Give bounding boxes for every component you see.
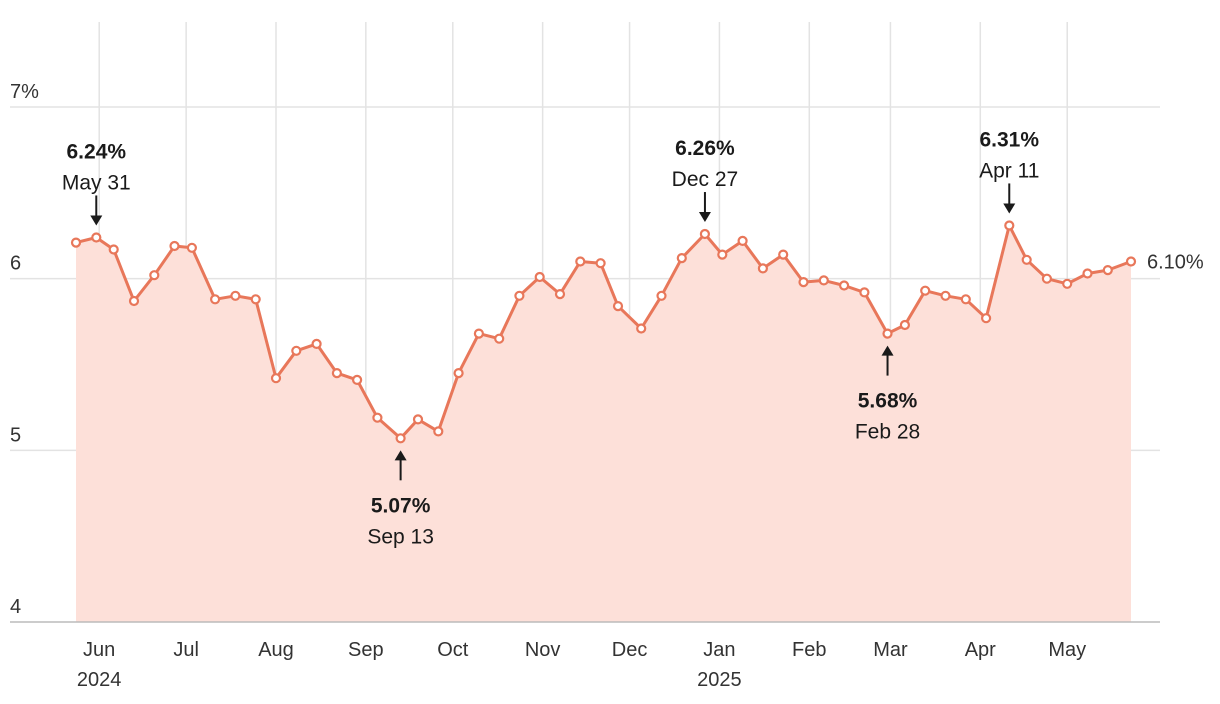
axis-layer: 7% 6 5 4 Jun 2024 Jul Aug Sep Oct Nov Dec Jan 2025 Feb…: [10, 81, 1160, 691]
data-point: [859, 287, 870, 298]
x-tick-label: Oct: [437, 639, 469, 661]
data-point: [311, 338, 322, 349]
data-point: [412, 414, 424, 425]
data-point: [291, 345, 302, 356]
data-point: [70, 237, 82, 248]
x-tick-label: Nov: [525, 639, 561, 661]
annotation-date: May 31: [62, 171, 131, 194]
data-point: [514, 290, 525, 301]
data-point: [352, 374, 363, 385]
annotation: 5.07% Sep 13: [367, 450, 434, 548]
data-point: [395, 433, 406, 444]
annotation-date: Sep 13: [367, 525, 434, 548]
data-point: [1062, 278, 1073, 289]
data-point: [169, 240, 180, 252]
x-tick-label: Dec: [612, 639, 648, 661]
x-tick-label: Feb: [792, 639, 826, 661]
data-point: [453, 368, 464, 379]
data-point: [186, 242, 197, 253]
end-value-label: 6.10%: [1147, 252, 1204, 274]
data-point: [798, 277, 809, 288]
annotation-layer: 6.10% 6.24% May 31 5.07% Sep 13 6.26% Dec 27 5.…: [62, 128, 1204, 548]
data-point: [960, 294, 971, 305]
data-point: [920, 285, 931, 296]
annotation: 6.24% May 31: [62, 140, 131, 226]
data-point: [128, 295, 140, 307]
data-point: [737, 235, 748, 246]
annotation-arrowhead: [1003, 203, 1016, 214]
data-point: [230, 290, 241, 301]
data-point: [331, 368, 342, 379]
data-point: [534, 271, 545, 283]
y-tick-label: 4: [10, 596, 21, 618]
point-layer: [70, 220, 1137, 444]
annotation: 6.26% Dec 27: [672, 137, 739, 223]
y-tick-label: 7%: [10, 81, 39, 103]
y-tick-label: 6: [10, 253, 21, 275]
data-point: [270, 373, 282, 384]
data-point: [656, 290, 667, 301]
data-point: [676, 253, 687, 264]
data-point: [1041, 273, 1053, 284]
data-point: [882, 328, 893, 339]
data-point: [612, 301, 624, 312]
data-point: [699, 228, 711, 240]
annotation: 6.31% Apr 11: [979, 128, 1039, 214]
annotation-value: 6.31%: [979, 128, 1039, 151]
annotation-arrowhead: [881, 345, 894, 356]
annotation-value: 5.68%: [858, 390, 918, 413]
data-point: [636, 323, 647, 334]
data-point: [757, 263, 769, 274]
annotation: 5.68% Feb 28: [855, 345, 920, 444]
x-tick-label: Jan: [703, 639, 735, 661]
data-point: [980, 313, 992, 324]
data-point: [1021, 254, 1032, 265]
data-point: [717, 249, 728, 260]
data-point: [494, 333, 505, 344]
data-point: [818, 275, 829, 286]
data-point: [473, 328, 484, 339]
annotation-arrowhead: [394, 450, 407, 461]
data-point: [575, 256, 586, 267]
x-tick-label: Apr: [965, 639, 996, 661]
area-layer: [76, 225, 1131, 622]
data-point: [108, 244, 119, 255]
data-point: [1125, 256, 1137, 267]
y-tick-label: 5: [10, 424, 21, 446]
data-point: [250, 294, 261, 305]
data-point: [838, 280, 850, 291]
series-area: [76, 225, 1131, 622]
annotation-arrowhead: [698, 212, 711, 223]
data-point: [1082, 268, 1093, 279]
annotation-date: Feb 28: [855, 421, 920, 444]
data-point: [940, 290, 951, 301]
data-point: [149, 270, 160, 281]
x-tick-year-label: 2025: [697, 669, 742, 691]
x-tick-label: Sep: [348, 639, 384, 661]
annotation-date: Dec 27: [672, 168, 739, 191]
annotation-date: Apr 11: [979, 159, 1039, 182]
annotation-arrowhead: [90, 215, 103, 226]
x-tick-label: Jun: [83, 639, 115, 661]
data-point: [1004, 220, 1015, 231]
data-point: [554, 289, 566, 300]
data-point: [1102, 265, 1113, 276]
data-point: [778, 249, 789, 260]
x-tick-label: Jul: [173, 639, 199, 661]
x-tick-year-label: 2024: [77, 669, 122, 691]
annotation-value: 5.07%: [371, 494, 431, 517]
data-point: [899, 319, 911, 331]
data-point: [91, 232, 102, 243]
x-tick-label: Mar: [873, 639, 908, 661]
annotation-value: 6.24%: [67, 140, 127, 163]
x-tick-label: Aug: [258, 639, 294, 661]
data-point: [210, 294, 221, 305]
data-point: [595, 258, 606, 269]
x-tick-label: May: [1048, 639, 1086, 661]
data-point: [372, 412, 383, 423]
annotation-value: 6.26%: [675, 137, 735, 160]
data-point: [433, 426, 444, 437]
